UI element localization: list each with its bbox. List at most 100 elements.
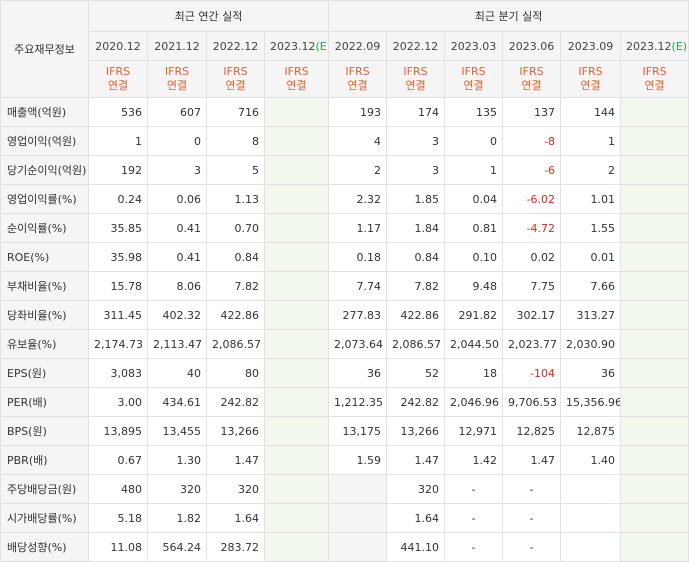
table-cell: 2,174.73 <box>88 329 148 359</box>
table-cell: 3.00 <box>88 387 148 417</box>
table-cell: 80 <box>206 358 265 388</box>
table-cell <box>620 126 689 156</box>
table-cell: 536 <box>88 97 148 127</box>
consolidated-label: 연결 <box>405 79 426 92</box>
table-cell <box>560 532 622 562</box>
table-cell: 1.64 <box>206 503 265 533</box>
table-cell: 2 <box>560 155 622 185</box>
table-row: 부채비율(%) 15.78 8.06 7.82 7.74 7.82 9.48 7.75 7.66 <box>0 271 689 301</box>
table-cell: 3 <box>147 155 207 185</box>
accounting-standard-header: IFRS 연결 <box>620 60 689 98</box>
table-cell: 320 <box>206 474 265 504</box>
table-row: 매출액(억원) 536 607 716 193 174 135 137 144 <box>0 97 689 127</box>
table-cell <box>620 532 689 562</box>
period-header: 2021.12 <box>147 31 207 61</box>
table-cell <box>620 445 689 475</box>
table-cell: 1 <box>560 126 622 156</box>
table-cell: 3 <box>386 155 446 185</box>
table-cell <box>263 358 330 388</box>
table-cell: 1.13 <box>206 184 265 214</box>
ifrs-label: IFRS <box>461 65 486 78</box>
row-label: 배당성향(%) <box>0 532 89 562</box>
table-row: EPS(원) 3,083 40 80 36 52 18 -104 36 <box>0 358 689 388</box>
table-row: BPS(원) 13,895 13,455 13,266 13,175 13,266 12,9… <box>0 416 689 446</box>
table-cell <box>263 271 330 301</box>
table-cell: 0.01 <box>560 242 622 272</box>
ifrs-label: IFRS <box>578 65 603 78</box>
table-cell: 1.17 <box>328 213 388 243</box>
table-cell: 441.10 <box>386 532 446 562</box>
table-cell: 0.18 <box>328 242 388 272</box>
table-row: 영업이익률(%) 0.24 0.06 1.13 2.32 1.85 0.04 -6.02 1.0… <box>0 184 689 214</box>
table-cell: 283.72 <box>206 532 265 562</box>
table-row: 유보율(%) 2,174.73 2,113.47 2,086.57 2,073.64 2,… <box>0 329 689 359</box>
estimate-mark: (E) <box>315 39 328 53</box>
table-cell: 7.82 <box>206 271 265 301</box>
table-cell: 1.01 <box>560 184 622 214</box>
table-cell: 35.85 <box>88 213 148 243</box>
row-label: 유보율(%) <box>0 329 89 359</box>
table-cell <box>263 474 330 504</box>
period-header: 2023.06 <box>502 31 562 61</box>
consolidated-label: 연결 <box>580 79 601 92</box>
period-header: 2020.12 <box>88 31 148 61</box>
corner-header: 주요재무정보 <box>0 0 89 98</box>
table-cell: - <box>444 532 504 562</box>
estimate-mark: (E) <box>671 39 688 53</box>
period-header: 2022.12 <box>206 31 265 61</box>
table-cell: 1.85 <box>386 184 446 214</box>
table-cell: 2,113.47 <box>147 329 207 359</box>
table-cell: 193 <box>328 97 388 127</box>
table-cell: 52 <box>386 358 446 388</box>
accounting-standard-header: IFRS 연결 <box>444 60 504 98</box>
table-cell: 11.08 <box>88 532 148 562</box>
table-cell: 36 <box>560 358 622 388</box>
consolidated-label: 연결 <box>347 79 368 92</box>
table-cell: 7.74 <box>328 271 388 301</box>
ifrs-label: IFRS <box>345 65 370 78</box>
table-cell <box>620 503 689 533</box>
table-row: ROE(%) 35.98 0.41 0.84 0.18 0.84 0.10 0.02 0.01 <box>0 242 689 272</box>
table-cell: 2,086.57 <box>386 329 446 359</box>
table-cell: 434.61 <box>147 387 207 417</box>
row-label: 당좌비율(%) <box>0 300 89 330</box>
table-cell: 1,212.35 <box>328 387 388 417</box>
ifrs-label: IFRS <box>284 65 309 78</box>
table-cell: 1.82 <box>147 503 207 533</box>
table-cell: 422.86 <box>386 300 446 330</box>
table-cell: 1.47 <box>386 445 446 475</box>
table-row: PER(배) 3.00 434.61 242.82 1,212.35 242.82 2,04… <box>0 387 689 417</box>
table-cell: 0.41 <box>147 213 207 243</box>
table-cell: - <box>502 474 562 504</box>
table-cell: 291.82 <box>444 300 504 330</box>
row-label: 순이익률(%) <box>0 213 89 243</box>
table-cell: 0 <box>147 126 207 156</box>
table-cell: 0.70 <box>206 213 265 243</box>
table-cell: 0.41 <box>147 242 207 272</box>
table-cell: 7.75 <box>502 271 562 301</box>
table-cell <box>620 242 689 272</box>
table-cell: 1.64 <box>386 503 446 533</box>
table-cell: 12,875 <box>560 416 622 446</box>
ifrs-label: IFRS <box>519 65 544 78</box>
accounting-standard-header: IFRS 연결 <box>206 60 265 98</box>
table-row: 주당배당금(원) 480 320 320 320- - <box>0 474 689 504</box>
table-cell <box>620 184 689 214</box>
table-cell: -104 <box>502 358 562 388</box>
table-cell: 1.30 <box>147 445 207 475</box>
table-cell <box>620 416 689 446</box>
table-cell: 1.42 <box>444 445 504 475</box>
consolidated-label: 연결 <box>286 79 307 92</box>
consolidated-label: 연결 <box>463 79 484 92</box>
table-cell: 13,175 <box>328 416 388 446</box>
table-cell <box>263 97 330 127</box>
table-cell: 242.82 <box>206 387 265 417</box>
table-cell <box>328 503 388 533</box>
table-row: 순이익률(%) 35.85 0.41 0.70 1.17 1.84 0.81 -4.72 1.5… <box>0 213 689 243</box>
table-cell: 0.24 <box>88 184 148 214</box>
table-row: 배당성향(%) 11.08 564.24 283.72 441.10- - <box>0 532 689 562</box>
ifrs-label: IFRS <box>164 65 190 78</box>
table-cell: 2 <box>328 155 388 185</box>
table-cell: 0.02 <box>502 242 562 272</box>
table-cell <box>263 416 330 446</box>
